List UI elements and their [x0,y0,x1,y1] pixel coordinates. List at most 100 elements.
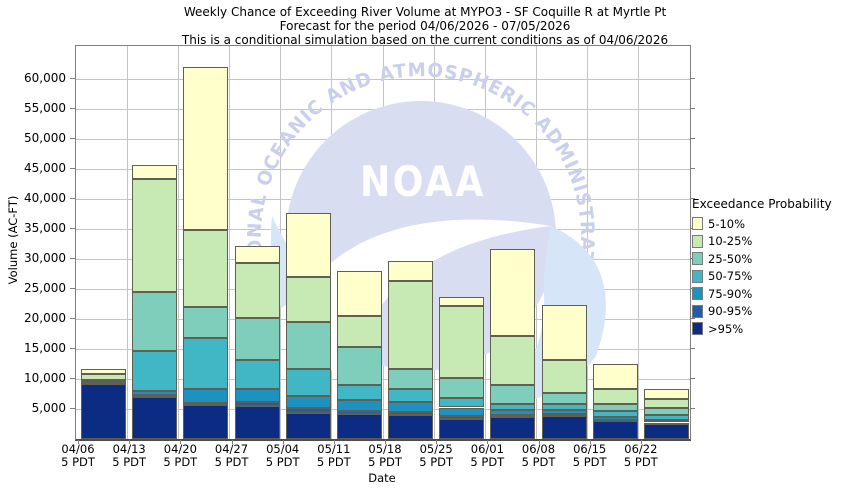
y-tick-label: 60,000 [24,71,66,85]
bar-segment [336,316,382,348]
bar-segment [81,383,126,439]
x-tick-label: 05/04 5 PDT [265,442,300,469]
x-tick-label: 05/25 5 PDT [419,442,454,469]
y-tick-mark [690,108,695,109]
x-tick-label: 05/18 5 PDT [368,442,402,469]
bar-segment [592,421,638,439]
x-tick-mark [282,440,284,444]
y-tick-mark [70,138,75,139]
y-tick-mark [690,168,695,169]
bar-segment [285,277,331,322]
gridline-v [229,46,230,439]
bar-segment [388,412,433,416]
y-tick-mark [690,348,695,349]
y-tick-mark [70,108,75,109]
bar-segment [388,389,433,402]
legend-item-label: 10-25% [708,234,753,249]
bar-segment [439,305,485,378]
noaa-wordmark: NOAA [360,157,486,206]
bar-segment [81,380,126,383]
y-tick-mark [70,318,75,319]
y-tick-mark [70,228,75,229]
legend-swatch [692,252,703,266]
bar-segment [132,391,178,396]
x-tick-label: 06/22 5 PDT [623,442,658,469]
y-tick-mark [70,378,75,379]
y-tick-label: 45,000 [24,161,66,175]
x-tick-mark [385,440,386,444]
x-tick-mark [436,440,438,444]
bar-segment [388,415,433,439]
bar-segment [439,407,485,416]
legend-item-label: 25-50% [708,251,753,266]
y-axis-label: Volume (AC-FT) [6,195,20,285]
chart-note: This is a conditional simulation based o… [181,33,669,47]
bar-segment [643,419,689,423]
bar-segment [183,229,229,307]
x-tick-mark [640,440,642,444]
bar-segment [183,403,229,405]
x-tick-mark [231,440,233,444]
legend-item: 75-90% [692,285,847,303]
bar-segment [285,412,331,439]
bars-container [76,46,690,439]
y-tick-mark [70,198,75,199]
bar-segment [81,369,126,374]
y-tick-label: 15,000 [24,341,66,355]
legend-swatch [692,269,703,283]
legend-item-label: 5-10% [708,216,746,231]
bar-segment [183,338,229,390]
legend-item: 10-25% [692,233,847,251]
chart-title: Weekly Chance of Exceeding River Volume … [183,5,667,19]
bar-segment [643,408,689,416]
bar-segment [234,245,280,264]
y-tick-label: 50,000 [24,131,66,145]
bar-segment [234,388,280,402]
bar-segment [132,397,178,439]
bar-segment [132,292,178,352]
bar-segment [234,359,280,389]
x-tick-mark [78,440,79,444]
bar-segment [234,263,280,318]
bar-segment [541,360,587,393]
legend-swatch [692,322,703,336]
x-axis-label: Date [368,471,396,485]
bar-segment [643,398,689,409]
bar-segment [643,423,689,439]
bar-segment [592,364,638,389]
bar-segment [643,422,689,425]
bar-segment [388,280,433,370]
bar-segment [336,385,382,400]
legend-item: >95% [692,320,847,338]
bar-segment [388,369,433,390]
bar-segment [81,373,126,381]
bar-segment [490,404,536,410]
bar-segment [592,404,638,411]
legend: Exceedance Probability 5-10% 10-25% 25-50%… [692,196,847,338]
x-tick-mark [538,440,540,444]
x-tick-label: 06/15 5 PDT [572,442,607,469]
x-tick-label: 04/27 5 PDT [214,442,249,469]
bar-segment [336,414,382,439]
bar-segment [439,415,485,419]
legend-item: 50-75% [692,268,847,286]
y-tick-mark [690,318,695,319]
gridline-v [177,46,179,439]
y-tick-label: 30,000 [24,251,66,265]
y-tick-mark [70,348,75,349]
bar-segment [439,418,485,439]
y-tick-mark [70,408,75,409]
legend-item-label: 90-95% [708,304,753,319]
bar-segment [183,307,229,339]
y-tick-mark [70,288,75,289]
bar-segment [336,271,382,316]
legend-swatch [692,234,703,248]
bar-segment [541,404,587,410]
legend-item: 25-50% [692,250,847,268]
y-tick-label: 10,000 [24,371,66,385]
legend-swatch [692,304,703,318]
y-tick-mark [690,198,695,199]
bar-segment [541,304,587,361]
bar-segment [592,419,638,422]
y-tick-mark [690,78,695,79]
